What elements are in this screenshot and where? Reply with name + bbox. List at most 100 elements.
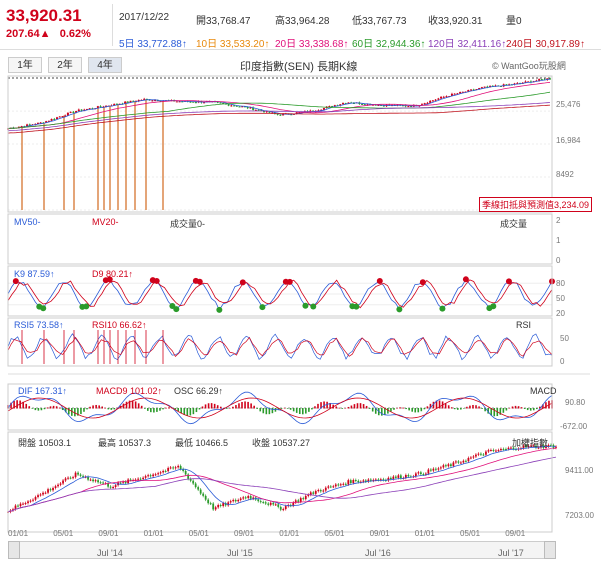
nav-candle-body — [407, 475, 410, 477]
main-ma-20-line — [7, 81, 551, 129]
macd-osc-bar — [71, 408, 73, 416]
nav-candle-body — [169, 467, 172, 469]
main-candle-body — [352, 102, 355, 104]
nav-x-tick: 09/01 — [505, 529, 526, 538]
rsi-chart — [7, 330, 553, 364]
macd-osc-bar — [204, 404, 207, 409]
last-price: 33,920.31 — [6, 6, 82, 25]
macd-osc-bar — [402, 407, 404, 409]
range-2y-button[interactable]: 2年 — [48, 57, 82, 73]
kd-overbought-dot — [505, 278, 512, 285]
nav-candle-body — [257, 499, 260, 502]
nav-candle-body — [149, 475, 152, 477]
nav-x-tick: 01/01 — [279, 529, 300, 538]
nav-candle-body — [234, 499, 237, 502]
main-candle-body — [263, 110, 266, 113]
range-scroller[interactable] — [8, 541, 556, 559]
nav-candle-body — [219, 505, 222, 507]
kd-oversold-dot — [396, 306, 403, 313]
nav-candle-body — [309, 492, 312, 495]
panel-frame — [7, 75, 553, 213]
macd-osc-bar — [542, 404, 544, 409]
scroller-right-handle[interactable] — [544, 541, 556, 559]
header-divider — [112, 4, 113, 46]
nav-candle-body — [164, 470, 167, 472]
kd-overbought-dot — [376, 278, 383, 285]
nav-candle-body — [262, 502, 265, 504]
main-candle-body — [124, 101, 127, 104]
nav-candle-body — [490, 449, 492, 451]
nav-candle-body — [82, 475, 84, 477]
macd-osc-bar — [444, 403, 447, 409]
nav-candle-body — [124, 481, 127, 484]
kd-oversold-dot — [490, 303, 497, 310]
main-candle-body — [252, 107, 255, 110]
vol-ytick-1: 2 — [556, 216, 561, 225]
rsi5-line — [7, 333, 553, 361]
nav-candle-body — [259, 501, 262, 503]
nav-candle-body — [112, 487, 114, 489]
main-candle-body — [333, 105, 336, 107]
macd-osc-bar — [153, 408, 155, 413]
main-ma-240-line — [7, 104, 551, 134]
nav-candle-body — [102, 482, 104, 484]
volume-label: 成交量0- — [170, 219, 206, 229]
main-candle-body — [91, 108, 94, 110]
main-candle-body — [45, 121, 48, 123]
nav-low: 最低 10466.5 — [175, 438, 229, 448]
main-candle-body — [69, 111, 72, 113]
macd-osc-bar — [259, 408, 262, 412]
nav-candle-body — [502, 448, 505, 450]
macd-osc-bar — [10, 402, 12, 409]
mv20-label: MV20- — [92, 217, 119, 227]
nav-candle-body — [444, 465, 447, 467]
main-candle-body — [431, 100, 434, 102]
macd-osc-bar — [447, 405, 450, 409]
nav-candle-body — [142, 477, 145, 480]
main-candle-body — [194, 102, 197, 104]
nav-candle-body — [379, 479, 382, 481]
main-candle-body — [58, 116, 61, 118]
nav-candle-body — [172, 467, 175, 469]
nav-x-tick: 09/01 — [234, 529, 255, 538]
main-candle-body — [292, 113, 295, 115]
macd-osc-bar — [341, 408, 344, 409]
scroller-left-handle[interactable] — [8, 541, 20, 559]
nav-candle-body — [389, 477, 392, 479]
nav-candle-body — [342, 483, 345, 485]
macd-osc-bar — [432, 401, 435, 409]
macd-osc-bar — [250, 403, 252, 409]
macd-osc-bar — [256, 408, 259, 409]
nav-candle-body — [334, 484, 337, 487]
main-candle-body — [380, 105, 383, 107]
nav-ma-10-line — [7, 445, 557, 513]
macd-osc-bar — [125, 401, 128, 409]
nav-candle-body — [12, 509, 14, 511]
rsi5-label: RSI5 73.58↑ — [14, 320, 64, 330]
main-candle-body — [219, 102, 222, 104]
nav-candle-body — [344, 483, 347, 485]
nav-candle-body — [364, 480, 367, 482]
range-1y-button[interactable]: 1年 — [8, 57, 42, 73]
nav-candle-body — [37, 495, 39, 498]
nav-candle-body — [182, 469, 185, 471]
main-candle-body — [241, 106, 244, 108]
macd-osc-bar — [368, 408, 371, 409]
nav-candle-body — [317, 490, 320, 492]
main-candle-body — [505, 84, 508, 86]
macd-osc-bar — [393, 408, 395, 410]
main-candle-body — [279, 114, 282, 116]
nav-candle-body — [79, 474, 82, 476]
main-candle-body — [377, 105, 380, 107]
range-4y-button[interactable]: 4年 — [88, 57, 122, 73]
macd-osc-bar — [232, 406, 234, 409]
main-candle-body — [450, 93, 453, 97]
nav-candle-body — [460, 462, 462, 464]
nav-candle-body — [84, 476, 87, 478]
macd-osc-bar — [162, 408, 164, 410]
scroll-tick-2: Jul '15 — [227, 548, 253, 558]
nav-candle-body — [157, 473, 160, 475]
d-line — [7, 279, 553, 309]
macd-osc-bar — [64, 408, 67, 413]
nav-candle-body — [97, 480, 99, 483]
